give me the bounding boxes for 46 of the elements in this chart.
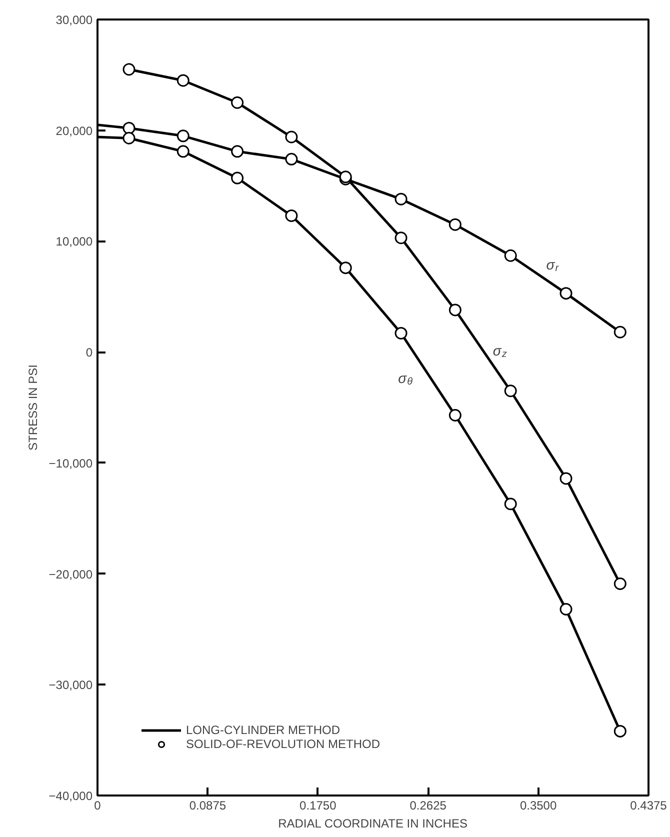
point xyxy=(504,249,517,262)
y-tick-label: 30,000 xyxy=(56,13,93,27)
point xyxy=(176,145,190,158)
point xyxy=(122,132,136,144)
point xyxy=(394,232,408,244)
point xyxy=(394,192,408,206)
point xyxy=(560,472,572,485)
y-axis-title: STRESS IN PSI xyxy=(26,364,40,451)
y-tick-label: −10,000 xyxy=(48,456,93,470)
point xyxy=(176,74,190,87)
point xyxy=(285,130,298,144)
point xyxy=(339,262,352,274)
point xyxy=(614,578,626,590)
point xyxy=(614,326,626,338)
point xyxy=(560,603,572,616)
legend-label: SOLID-OF-REVOLUTION METHOD xyxy=(186,737,380,751)
point xyxy=(448,409,462,422)
legend-label: LONG-CYLINDER METHOD xyxy=(186,723,340,737)
point xyxy=(504,384,517,398)
y-tick-label: 20,000 xyxy=(56,124,93,138)
x-tick-label: 0 xyxy=(94,798,102,812)
x-tick-label: 0.3500 xyxy=(520,798,557,812)
point xyxy=(231,96,244,109)
point xyxy=(394,326,408,340)
point xyxy=(614,724,626,738)
point xyxy=(285,209,298,222)
point xyxy=(231,172,244,184)
point xyxy=(231,145,244,158)
point xyxy=(122,63,136,76)
x-tick-label: 0.2625 xyxy=(410,798,447,812)
x-tick-label: 0.4375 xyxy=(630,798,668,812)
point xyxy=(560,287,572,300)
y-tick-label: −20,000 xyxy=(48,567,93,582)
point xyxy=(285,152,298,166)
y-tick-label: −30,000 xyxy=(48,678,93,692)
y-tick-label: 10,000 xyxy=(56,234,93,249)
y-tick-label: 0 xyxy=(86,346,93,360)
point xyxy=(504,498,517,510)
x-tick-label: 0.0875 xyxy=(189,798,226,812)
point xyxy=(448,218,462,231)
point xyxy=(176,130,190,142)
x-axis-title: RADIAL COORDINATE IN INCHES xyxy=(278,816,468,830)
point xyxy=(448,304,462,316)
y-tick-label: −40,000 xyxy=(48,789,93,803)
x-tick-label: 0.1750 xyxy=(300,798,337,812)
point xyxy=(122,122,136,134)
